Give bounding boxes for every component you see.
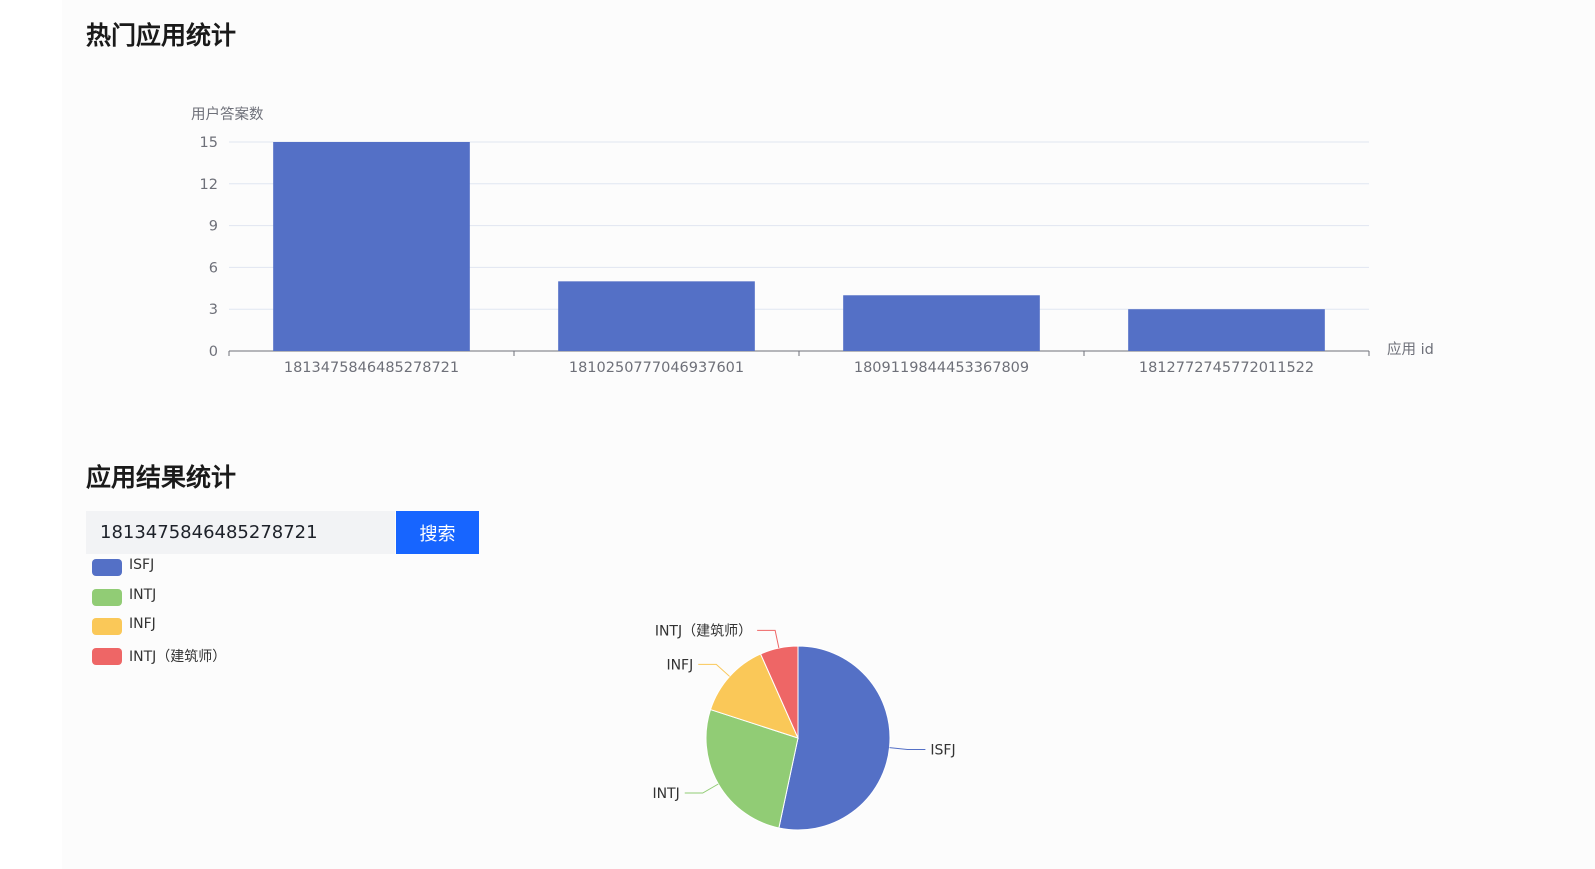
legend-label: ISFJ xyxy=(129,557,155,573)
x-axis-label: 应用 id xyxy=(1387,340,1434,358)
legend-swatch xyxy=(92,559,122,576)
legend-swatch xyxy=(92,588,122,606)
x-tick-label: 1810250777046937601 xyxy=(569,360,744,376)
y-tick-label: 15 xyxy=(200,135,218,151)
x-tick-label: 1812772745772011522 xyxy=(1139,360,1314,376)
y-tick-label: 12 xyxy=(200,177,218,193)
y-tick-label: 3 xyxy=(209,302,218,318)
legend-swatch xyxy=(92,618,122,635)
pie-label-line xyxy=(889,747,926,750)
app-results-title: 应用结果统计 xyxy=(86,463,237,492)
y-tick-label: 6 xyxy=(209,260,218,276)
legend-label: INTJ xyxy=(129,586,157,603)
bar[interactable] xyxy=(843,295,1040,351)
pie-label: INTJ（建筑师） xyxy=(655,623,752,639)
pie-label-line xyxy=(684,783,719,794)
bar[interactable] xyxy=(558,281,755,351)
hot-apps-title: 热门应用统计 xyxy=(86,21,237,50)
bar[interactable] xyxy=(1128,309,1325,351)
search-input[interactable] xyxy=(86,511,395,554)
y-axis-label: 用户答案数 xyxy=(191,105,264,123)
pie-label-line xyxy=(757,629,780,649)
pie-label: INFJ xyxy=(666,657,693,673)
legend-swatch xyxy=(92,647,122,665)
pie-slice[interactable] xyxy=(709,653,799,739)
x-tick-label: 1809119844453367809 xyxy=(854,360,1029,376)
bar-chart: 0 3 6 9 12 15 1813475846485278721 1810250777046… xyxy=(191,105,1434,376)
y-tick-label: 0 xyxy=(209,344,218,360)
legend-label: INTJ（建筑师） xyxy=(129,648,227,665)
search-button[interactable]: 搜索 xyxy=(396,511,479,554)
y-tick-label: 9 xyxy=(209,219,218,235)
pie-slice[interactable] xyxy=(759,645,799,739)
x-tick-label: 1813475846485278721 xyxy=(284,360,459,376)
pie-label: ISFJ xyxy=(930,742,955,758)
legend-label: INFJ xyxy=(129,616,156,632)
pie-slice[interactable] xyxy=(778,645,891,831)
pie-label-line xyxy=(698,663,730,677)
pie-label: INTJ xyxy=(652,786,679,802)
bar[interactable] xyxy=(273,142,470,351)
